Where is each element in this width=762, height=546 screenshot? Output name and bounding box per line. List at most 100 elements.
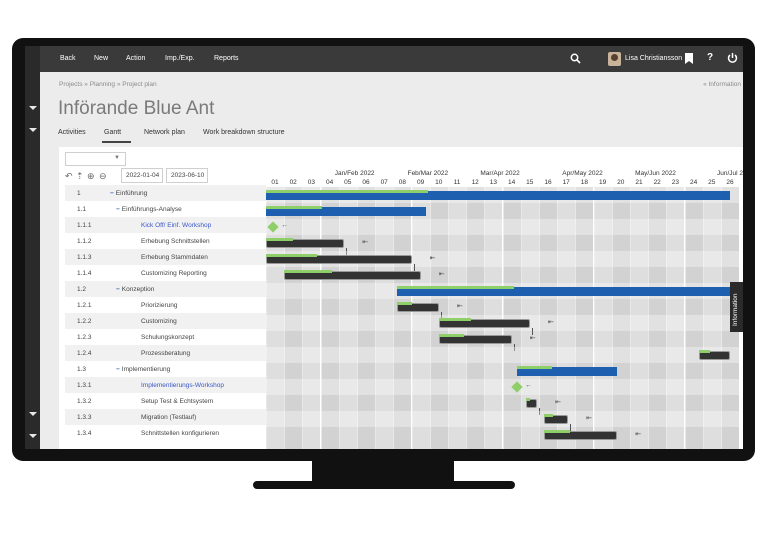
information-side-tab[interactable]: Information	[730, 282, 743, 332]
task-bar[interactable]	[266, 255, 412, 264]
monitor-stand-base	[253, 481, 515, 489]
progress-indicator	[266, 238, 294, 241]
table-row[interactable]: 1.1.1 Kick Off/ Einf. Workshop	[65, 217, 266, 233]
table-row[interactable]: 1.1.3 Erhebung Stammdaten	[65, 249, 266, 265]
avatar[interactable]	[608, 52, 621, 66]
task-bar[interactable]	[699, 351, 731, 360]
summary-bar[interactable]	[266, 191, 731, 200]
task-bar[interactable]	[526, 399, 538, 408]
undo-icon[interactable]: ↶	[65, 171, 73, 181]
sidebar-expand-icon[interactable]	[29, 434, 37, 438]
information-link[interactable]: « Information	[703, 81, 741, 88]
task-name[interactable]: Customizing	[141, 318, 177, 325]
task-name-text: Migration (Testlauf)	[141, 414, 197, 421]
gantt-row	[266, 379, 743, 395]
task-name[interactable]: Schulungskonzept	[141, 334, 194, 341]
task-name[interactable]: Erhebung Stammdaten	[141, 254, 208, 261]
table-row[interactable]: 1.3.4 Schnittstellen konfigurieren	[65, 425, 266, 441]
summary-bar[interactable]	[517, 367, 618, 376]
table-row[interactable]: 1.1 − Einführungs-Analyse	[65, 201, 266, 217]
task-name[interactable]: Setup Test & Echtsystem	[141, 398, 213, 405]
breadcrumb-projects[interactable]: Projects	[59, 81, 83, 88]
table-row[interactable]: 1.2 − Konzeption	[65, 281, 266, 297]
sidebar-expand-icon[interactable]	[29, 106, 37, 110]
task-name[interactable]: Implementierungs-Workshop	[141, 382, 224, 389]
week-label: 20	[617, 179, 625, 186]
wbs-number: 1.3	[77, 366, 87, 373]
task-name[interactable]: Priorizierung	[141, 302, 178, 309]
date-from-field[interactable]: 2022-01-04	[121, 168, 163, 183]
task-name-text: Prozessberatung	[141, 350, 191, 357]
task-bar[interactable]	[284, 271, 421, 280]
task-name[interactable]: Migration (Testlauf)	[141, 414, 196, 421]
tab-work-breakdown-structure[interactable]: Work breakdown structure	[203, 129, 285, 136]
summary-bar[interactable]	[266, 207, 427, 216]
arrow-left-icon: ←	[281, 222, 289, 229]
arrow-left-icon: ←	[525, 382, 533, 389]
task-name[interactable]: Customizing Reporting	[141, 270, 207, 277]
table-row[interactable]: 1.2.2 Customizing	[65, 313, 266, 329]
view-select[interactable]: ▼	[65, 152, 126, 166]
bookmark-icon[interactable]	[685, 53, 693, 64]
task-name[interactable]: − Einführung	[110, 190, 147, 197]
task-bar[interactable]	[544, 415, 569, 424]
task-name[interactable]: Schnittstellen konfigurieren	[141, 430, 219, 437]
week-label: 25	[708, 179, 716, 186]
task-name[interactable]: Erhebung Schnittstellen	[141, 238, 210, 245]
table-row[interactable]: 1.3 − Implementierung	[65, 361, 266, 377]
nav-imp-exp[interactable]: Imp./Exp.	[165, 55, 195, 62]
table-row[interactable]: 1.3.2 Setup Test & Echtsystem	[65, 393, 266, 409]
collapse-icon[interactable]: −	[110, 190, 114, 197]
nav-reports[interactable]: Reports	[214, 55, 239, 62]
week-label: 21	[635, 179, 643, 186]
sidebar-expand-icon[interactable]	[29, 128, 37, 132]
table-row[interactable]: 1 − Einführung	[65, 185, 266, 201]
table-row[interactable]: 1.1.2 Erhebung Schnittstellen	[65, 233, 266, 249]
search-icon[interactable]	[570, 53, 581, 64]
week-label: 23	[671, 179, 679, 186]
week-label: 09	[416, 179, 425, 186]
week-label: 04	[325, 179, 334, 186]
table-row[interactable]: 1.3.3 Migration (Testlauf)	[65, 409, 266, 425]
task-name-text: Setup Test & Echtsystem	[141, 398, 214, 405]
table-row[interactable]: 1.2.1 Priorizierung	[65, 297, 266, 313]
collapse-icon[interactable]: −	[116, 286, 120, 293]
task-bar[interactable]	[438, 335, 512, 344]
week-column	[611, 187, 630, 449]
user-name[interactable]: Lisa Christiansson	[625, 55, 683, 62]
nav-back[interactable]: Back	[60, 55, 76, 62]
tab-gantt[interactable]: Gantt	[104, 129, 122, 136]
late-marker-icon: ⇤	[547, 319, 554, 326]
zoom-out-icon[interactable]: ⊖	[99, 171, 107, 181]
task-name[interactable]: Kick Off/ Einf. Workshop	[141, 222, 211, 229]
tab-activities[interactable]: Activities	[58, 129, 86, 136]
table-row[interactable]: 1.1.4 Customizing Reporting	[65, 265, 266, 281]
task-bar[interactable]	[397, 303, 439, 312]
task-name[interactable]: − Konzeption	[116, 286, 154, 293]
summary-bar[interactable]	[397, 287, 731, 296]
task-name[interactable]: − Implementierung	[116, 366, 170, 373]
table-row[interactable]: 1.2.3 Schulungskonzept	[65, 329, 266, 345]
task-bar[interactable]	[438, 319, 530, 328]
nav-new[interactable]: New	[94, 55, 109, 62]
task-name[interactable]: − Einführungs-Analyse	[116, 206, 182, 213]
power-icon[interactable]	[727, 52, 738, 64]
task-bar[interactable]	[544, 431, 618, 440]
upload-icon[interactable]: ⇡	[76, 171, 84, 181]
collapse-icon[interactable]: −	[116, 366, 120, 373]
wbs-number: 1	[77, 190, 81, 197]
sidebar-expand-icon[interactable]	[29, 412, 37, 416]
tab-network-plan[interactable]: Network plan	[144, 129, 185, 136]
table-row[interactable]: 1.3.1 Implementierungs-Workshop	[65, 377, 266, 393]
date-to-field[interactable]: 2023-06-10	[166, 168, 208, 183]
task-name[interactable]: Prozessberatung	[141, 350, 190, 357]
nav-action[interactable]: Action	[126, 55, 146, 62]
help-icon[interactable]: ?	[707, 52, 714, 63]
breadcrumb-planning[interactable]: Planning	[89, 81, 116, 88]
table-row[interactable]: 1.2.4 Prozessberatung	[65, 345, 266, 361]
collapse-icon[interactable]: −	[116, 206, 120, 213]
breadcrumb-project-plan[interactable]: Project plan	[122, 81, 157, 88]
task-bar[interactable]	[266, 239, 345, 248]
zoom-in-icon[interactable]: ⊕	[87, 171, 95, 181]
left-sidebar[interactable]	[25, 46, 40, 449]
